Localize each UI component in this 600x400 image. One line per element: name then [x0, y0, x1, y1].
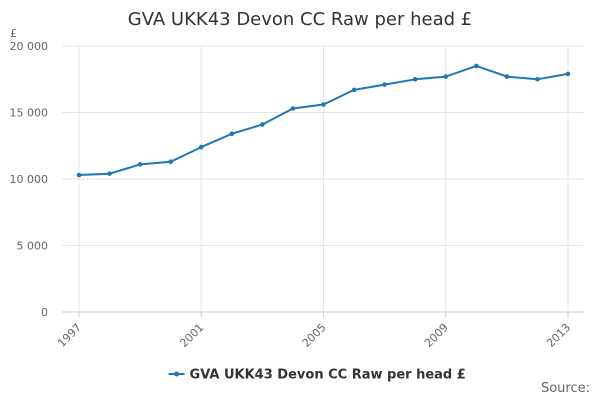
x-tick-label: 1997	[55, 321, 84, 350]
data-point[interactable]	[229, 131, 235, 137]
data-point[interactable]	[260, 122, 265, 127]
data-point[interactable]	[474, 63, 479, 69]
data-point[interactable]	[382, 82, 387, 87]
y-axis: 0 5 000 10 000 15 000 20 000	[10, 40, 49, 319]
chart-title: GVA UKK43 Devon CC Raw per head £	[128, 9, 472, 30]
data-point[interactable]	[137, 162, 143, 167]
data-point[interactable]	[412, 76, 418, 82]
y-axis-unit-label: £	[10, 27, 17, 40]
data-point[interactable]	[504, 74, 510, 79]
data-point[interactable]	[535, 76, 540, 82]
x-tick-label: 2009	[422, 321, 451, 350]
series-layer	[76, 63, 571, 178]
legend-swatch-marker	[174, 371, 180, 377]
y-tick-label: 0	[41, 306, 48, 319]
data-point[interactable]	[107, 171, 112, 176]
data-point[interactable]	[321, 102, 326, 107]
x-tick-label: 2001	[177, 321, 206, 350]
data-point[interactable]	[76, 172, 82, 178]
data-point[interactable]	[168, 159, 173, 165]
gridlines	[62, 45, 585, 313]
y-tick-label: 20 000	[10, 40, 49, 53]
x-tick-label: 2013	[544, 321, 573, 350]
data-point[interactable]	[565, 71, 571, 77]
y-tick-label: 5 000	[17, 240, 49, 253]
data-point[interactable]	[290, 106, 296, 111]
data-point[interactable]	[443, 74, 449, 79]
data-point[interactable]	[351, 87, 357, 93]
y-tick-label: 15 000	[10, 107, 49, 120]
x-tick-label: 2005	[300, 321, 329, 350]
legend-label[interactable]: GVA UKK43 Devon CC Raw per head £	[190, 368, 466, 383]
source-label: Source:	[541, 381, 590, 396]
y-tick-label: 10 000	[10, 173, 49, 186]
x-axis: 1997 2001 2005 2009 2013	[55, 312, 573, 350]
legend[interactable]: GVA UKK43 Devon CC Raw per head £	[168, 368, 466, 383]
data-point[interactable]	[198, 144, 204, 150]
